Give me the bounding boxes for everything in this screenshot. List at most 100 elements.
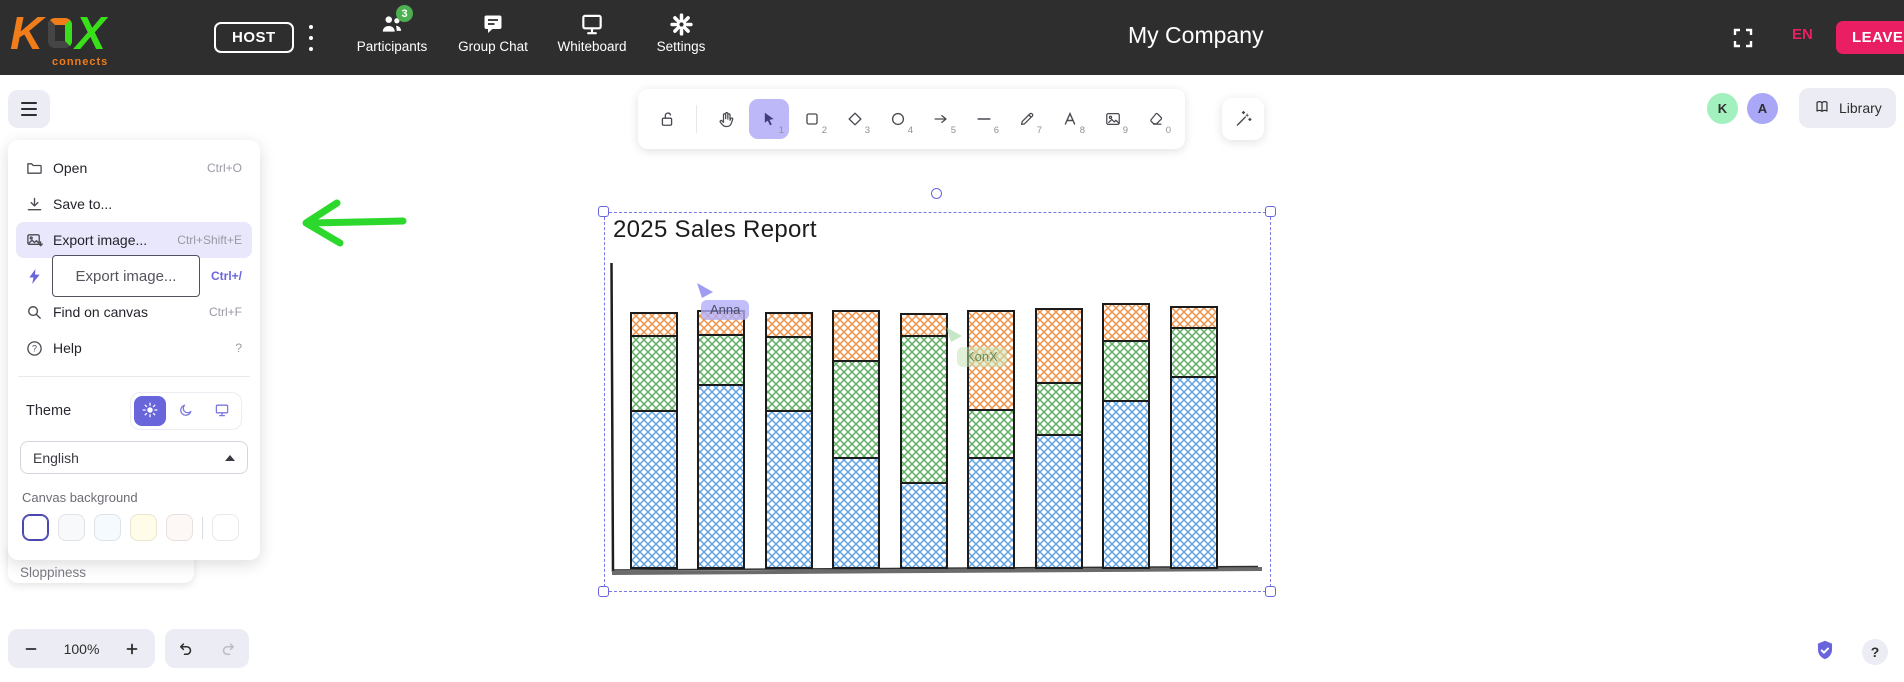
green-arrow-annotation[interactable] <box>302 199 407 247</box>
menu-item-find-on-canvas[interactable]: Find on canvas Ctrl+F <box>16 294 252 330</box>
line-tool-button[interactable]: 6 <box>964 99 1004 139</box>
collaborator-cursor-konx: KonX <box>957 347 1007 367</box>
menu-item-export-image[interactable]: Export image... Ctrl+Shift+E <box>16 222 252 258</box>
nav-participants-label: Participants <box>356 39 428 54</box>
language-select[interactable]: English <box>20 441 248 474</box>
settings-gear-icon <box>668 11 694 37</box>
diamond-tool-button[interactable]: 3 <box>835 99 875 139</box>
download-icon <box>26 196 43 213</box>
logo-connects-text: connects <box>52 56 109 68</box>
ellipse-tool-button[interactable]: 4 <box>878 99 918 139</box>
main-menu-button[interactable] <box>8 90 50 128</box>
tool-num: 5 <box>950 125 956 136</box>
nav-participants[interactable]: 3 Participants <box>342 5 442 54</box>
svg-text:?: ? <box>32 343 37 353</box>
resize-handle-sw[interactable] <box>598 586 609 597</box>
chart-title-text[interactable]: 2025 Sales Report <box>613 216 817 243</box>
selection-frame[interactable] <box>604 212 1271 592</box>
whiteboard-icon <box>579 11 605 37</box>
menu-item-label: Find on canvas <box>53 304 148 320</box>
menu-item-save-to[interactable]: Save to... <box>16 186 252 222</box>
undo-button[interactable] <box>173 636 199 662</box>
tool-num: 4 <box>907 125 913 136</box>
help-button[interactable]: ? <box>1862 639 1888 665</box>
theme-system-button[interactable] <box>206 396 238 426</box>
menu-item-label: Export image... <box>53 232 148 248</box>
zoom-in-button[interactable] <box>119 636 145 662</box>
rectangle-tool-button[interactable]: 2 <box>792 99 832 139</box>
tool-num: 3 <box>864 125 870 136</box>
tool-num: 0 <box>1165 125 1171 136</box>
history-controls <box>165 629 249 668</box>
fullscreen-icon[interactable] <box>1731 26 1755 50</box>
language-toggle[interactable]: EN <box>1792 26 1813 43</box>
nav-whiteboard-label: Whiteboard <box>557 39 627 54</box>
menu-item-help[interactable]: ? Help ? <box>16 330 252 366</box>
canvas-bg-swatch-white[interactable] <box>22 514 49 541</box>
resize-handle-ne[interactable] <box>1265 206 1276 217</box>
redo-button[interactable] <box>215 636 241 662</box>
draw-tool-button[interactable]: 7 <box>1007 99 1047 139</box>
hand-tool-button[interactable] <box>706 99 746 139</box>
arrow-tool-button[interactable]: 5 <box>921 99 961 139</box>
tool-num: 2 <box>821 125 827 136</box>
nav-group-chat[interactable]: Group Chat <box>447 11 539 54</box>
eraser-tool-button[interactable]: 0 <box>1136 99 1176 139</box>
collaborator-cursor-anna: Anna <box>701 300 750 320</box>
app-logo: K X connects <box>10 4 107 68</box>
canvas-bg-swatch-blue[interactable] <box>94 514 121 541</box>
avatar-initial: K <box>1717 101 1728 116</box>
swatch-divider <box>202 516 203 539</box>
text-tool-button[interactable]: 8 <box>1050 99 1090 139</box>
canvas-bg-swatch-custom[interactable] <box>212 514 239 541</box>
menu-item-shortcut: Ctrl+/ <box>210 269 242 283</box>
book-icon <box>1813 98 1831 119</box>
rotate-handle[interactable] <box>931 188 942 199</box>
tool-num: 6 <box>993 125 999 136</box>
monitor-icon <box>214 402 230 421</box>
collaborator-avatar-a[interactable]: A <box>1747 93 1778 124</box>
canvas-bg-swatch-yellow[interactable] <box>130 514 157 541</box>
cursor-anna-label: Anna <box>710 302 741 317</box>
nav-whiteboard[interactable]: Whiteboard <box>545 11 639 54</box>
leave-button[interactable]: LEAVE <box>1836 21 1904 54</box>
participants-icon: 3 <box>379 5 413 37</box>
tool-num: 9 <box>1122 125 1128 136</box>
laser-pointer-button[interactable] <box>1222 98 1264 140</box>
menu-item-shortcut: Ctrl+O <box>206 161 242 175</box>
zoom-out-button[interactable] <box>18 636 44 662</box>
cursor-konx-label: KonX <box>966 349 998 364</box>
group-chat-icon <box>480 11 506 37</box>
theme-row: Theme <box>16 391 252 431</box>
help-icon: ? <box>26 340 43 357</box>
logo-letter-x: X <box>75 7 106 59</box>
zoom-level-value[interactable]: 100% <box>63 640 100 657</box>
drawing-toolbar: 1 2 3 4 5 6 7 <box>638 89 1185 149</box>
language-select-value: English <box>33 449 79 466</box>
menu-item-command-palette[interactable]: Ctrl+/ Export image... <box>16 255 252 297</box>
canvas-background-swatches <box>22 514 248 541</box>
sloppiness-label: Sloppiness <box>20 565 87 580</box>
canvas-bg-swatch-pink[interactable] <box>166 514 193 541</box>
canvas-bg-swatch-gray[interactable] <box>58 514 85 541</box>
logo-letter-k: K <box>10 7 44 59</box>
more-options-icon[interactable] <box>304 25 318 51</box>
logo-letter-o <box>48 18 73 48</box>
host-badge: HOST <box>214 22 294 53</box>
library-button[interactable]: Library <box>1799 88 1896 128</box>
nav-settings[interactable]: Settings <box>642 11 720 54</box>
nav-settings-label: Settings <box>656 39 706 54</box>
image-tool-button[interactable]: 9 <box>1093 99 1133 139</box>
selection-tool-button[interactable]: 1 <box>749 99 789 139</box>
menu-item-open[interactable]: Open Ctrl+O <box>16 150 252 186</box>
theme-light-button[interactable] <box>134 396 166 426</box>
tool-num: 7 <box>1036 125 1042 136</box>
resize-handle-se[interactable] <box>1265 586 1276 597</box>
resize-handle-nw[interactable] <box>598 206 609 217</box>
company-title: My Company <box>1128 22 1264 48</box>
collaborator-avatar-k[interactable]: K <box>1707 93 1738 124</box>
main-menu-panel: Open Ctrl+O Save to... Export image... C… <box>8 140 260 560</box>
lock-tool-button[interactable] <box>647 99 687 139</box>
theme-dark-button[interactable] <box>170 396 202 426</box>
folder-icon <box>26 160 43 177</box>
